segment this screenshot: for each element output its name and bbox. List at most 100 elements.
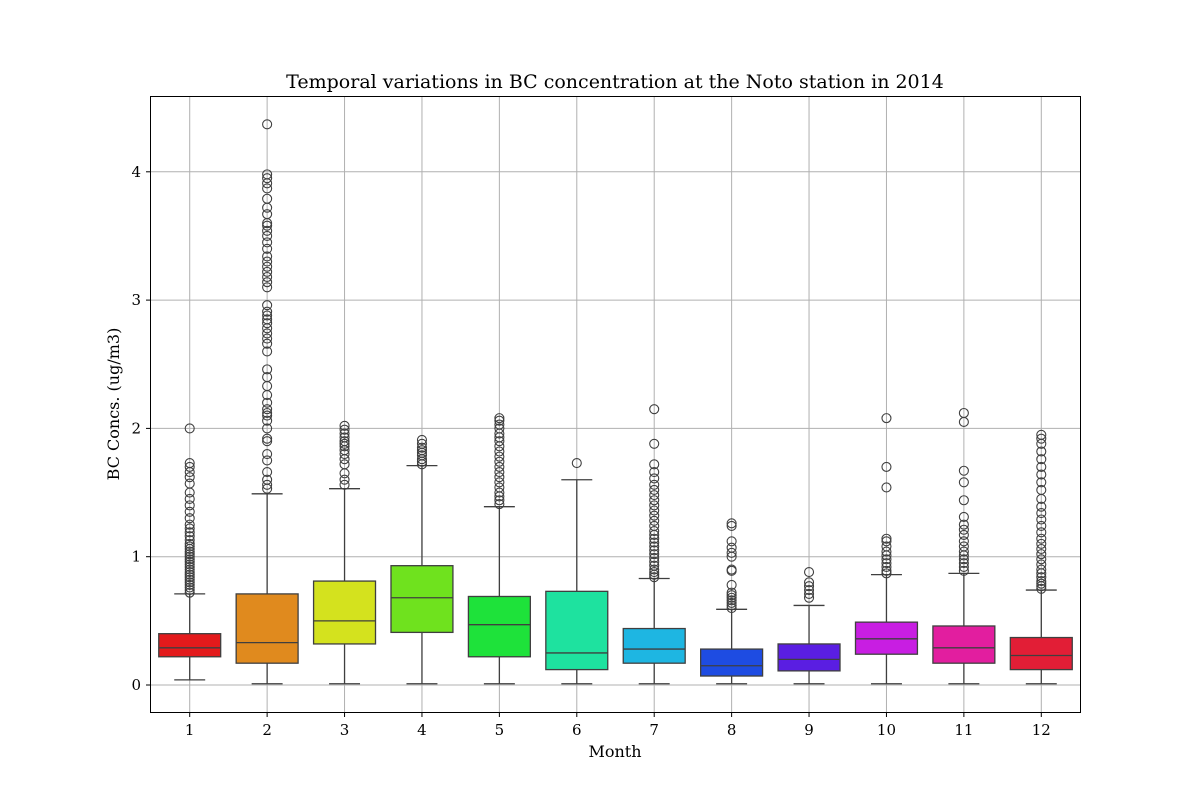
outlier-point: [494, 482, 505, 493]
outlier-point: [958, 511, 969, 522]
outlier-point: [1036, 501, 1047, 512]
outlier-point: [881, 541, 892, 552]
outlier-point: [803, 581, 815, 592]
box-iqr: [545, 590, 609, 671]
outlier-point: [262, 230, 273, 241]
box-month-9: [777, 567, 841, 685]
box-month-5: [467, 413, 531, 685]
outlier-point: [1036, 429, 1047, 440]
outlier-point: [1036, 477, 1047, 488]
outlier-point: [339, 420, 350, 431]
box-month-3: [312, 420, 377, 685]
outlier-point: [494, 495, 505, 506]
outlier-point: [262, 243, 273, 254]
outlier-point: [649, 533, 660, 544]
outlier-point: [1036, 527, 1047, 538]
outlier-point: [1036, 433, 1047, 444]
outlier-point: [494, 461, 505, 472]
outlier-point: [881, 565, 892, 576]
outlier-point: [184, 587, 195, 598]
outlier-point: [1036, 538, 1047, 549]
outlier-point: [649, 459, 660, 470]
outlier-point: [571, 457, 582, 469]
outlier-point: [649, 500, 660, 511]
outlier-point: [1036, 578, 1047, 589]
box-month-6: [545, 457, 609, 685]
outlier-point: [262, 372, 273, 383]
outlier-point: [494, 446, 505, 457]
box-month-12: [1009, 429, 1073, 685]
outlier-point: [339, 474, 350, 485]
x-axis-label: Month: [588, 742, 641, 761]
box-iqr: [312, 580, 377, 645]
x-tick-label: 9: [804, 721, 814, 739]
outlier-point: [726, 592, 737, 603]
outlier-point: [726, 600, 737, 611]
outlier-point: [262, 225, 273, 236]
outlier-point: [184, 500, 195, 511]
box-iqr: [932, 625, 996, 664]
outlier-point: [184, 551, 195, 562]
box-iqr: [158, 633, 222, 658]
outlier-point: [184, 457, 195, 469]
outlier-point: [339, 428, 350, 439]
outlier-point: [339, 479, 350, 490]
outlier-point: [262, 209, 273, 220]
outlier-point: [881, 536, 892, 547]
outlier-point: [726, 590, 737, 601]
outlier-point: [649, 560, 660, 571]
outlier-point: [649, 479, 660, 490]
outlier-point: [184, 567, 195, 578]
outlier-point: [649, 505, 660, 516]
box-iqr: [777, 643, 841, 672]
outlier-point: [262, 423, 273, 434]
outlier-point: [262, 271, 273, 283]
outlier-point: [262, 479, 273, 490]
outlier-point: [416, 450, 428, 461]
outlier-point: [649, 564, 660, 575]
outlier-point: [184, 527, 195, 538]
outlier-point: [262, 282, 273, 293]
outlier-point: [726, 595, 737, 606]
box-iqr: [235, 593, 299, 664]
outlier-point: [649, 541, 660, 552]
outlier-point: [184, 546, 195, 557]
box-month-4: [390, 434, 454, 685]
outlier-point: [184, 519, 195, 530]
outlier-point: [726, 564, 737, 575]
outlier-point: [262, 310, 273, 321]
outlier-point: [649, 404, 660, 415]
outlier-point: [1036, 554, 1047, 565]
outlier-point: [1036, 514, 1047, 525]
x-tick-label: 6: [572, 721, 582, 739]
outlier-point: [184, 582, 195, 593]
outlier-point: [262, 410, 273, 421]
outlier-point: [1036, 454, 1047, 465]
box-month-2: [235, 119, 299, 685]
outlier-point: [726, 579, 737, 590]
outlier-point: [262, 364, 273, 375]
outlier-point: [262, 261, 273, 272]
outlier-point: [958, 536, 969, 547]
outlier-point: [1036, 461, 1047, 472]
outlier-point: [803, 588, 815, 599]
outlier-point: [1036, 564, 1047, 575]
outlier-point: [262, 333, 273, 344]
outlier-point: [416, 442, 428, 453]
outlier-point: [184, 513, 195, 524]
outlier-point: [262, 251, 273, 262]
outlier-point: [881, 461, 892, 472]
outlier-point: [1036, 543, 1047, 555]
outlier-point: [416, 445, 428, 456]
outlier-point: [494, 436, 505, 447]
box-month-1: [158, 423, 222, 681]
outlier-point: [649, 572, 660, 583]
outlier-point: [262, 328, 273, 339]
outlier-point: [494, 456, 505, 467]
outlier-point: [184, 556, 195, 567]
x-tick-label: 11: [954, 721, 973, 739]
outlier-point: [184, 564, 195, 575]
outlier-point: [262, 169, 273, 180]
outlier-point: [262, 183, 273, 194]
outlier-point: [494, 415, 505, 426]
